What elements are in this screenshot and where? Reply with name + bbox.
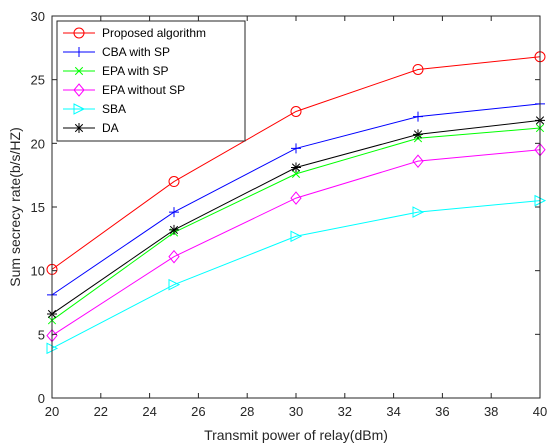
ticks-layer: 20 22 24 26 28 30 32 34 36 38 40 0 5 10 15 20 25 30 (31, 9, 548, 419)
legend-label-0: Proposed algorithm (102, 26, 206, 40)
series-1-point-2 (291, 143, 301, 154)
series-3 (46, 142, 546, 343)
series-1-point-3 (413, 111, 423, 122)
legend-marker-4 (73, 103, 86, 115)
series-4-point-3 (412, 206, 425, 218)
series-0-point-2 (290, 106, 302, 117)
x-tick-label-9: 38 (484, 404, 498, 419)
y-tick-label-5: 25 (31, 73, 45, 88)
x-tick-label-8: 36 (435, 404, 449, 419)
legend-item-0: Proposed algorithm (63, 26, 206, 40)
series-3-point-2 (290, 191, 302, 205)
legend-item-1: CBA with SP (63, 45, 170, 59)
x-tick-label-3: 26 (191, 404, 205, 419)
series-line-3 (51, 149, 541, 337)
x-tick-label-6: 32 (338, 404, 352, 419)
series-4-point-2 (290, 230, 303, 243)
legend: Proposed algorithm CBA with SP EPA with SP… (56, 20, 246, 142)
legend-label-4: SBA (102, 102, 126, 116)
series-line-4 (51, 200, 541, 349)
y-tick-label-6: 30 (31, 9, 45, 24)
series-1-point-1 (169, 207, 179, 218)
y-axis-title: Sum secrecy rate(b/s/HZ) (7, 127, 23, 286)
x-tick-label-5: 30 (289, 404, 303, 419)
series-4-point-1 (168, 278, 181, 291)
y-tick-label-3: 15 (31, 200, 45, 215)
x-tick-label-10: 40 (533, 404, 547, 419)
series-line-0 (51, 56, 541, 270)
legend-item-2: EPA with SP (63, 64, 168, 78)
series-layer (46, 51, 547, 355)
legend-item-5: DA (63, 121, 119, 135)
y-tick-label-0: 0 (38, 391, 45, 406)
legend-label-2: EPA with SP (102, 64, 168, 78)
legend-marker-0 (73, 27, 85, 39)
legend-label-5: DA (102, 121, 119, 135)
legend-item-4: SBA (63, 102, 126, 116)
legend-label-1: CBA with SP (102, 45, 170, 59)
legend-item-3: EPA without SP (63, 83, 185, 97)
legend-box (56, 20, 246, 142)
y-tick-label-1: 5 (38, 327, 45, 342)
y-tick-label-4: 20 (31, 136, 45, 151)
legend-marker-5 (74, 123, 84, 133)
legend-label-3: EPA without SP (102, 83, 185, 97)
x-tick-label-0: 20 (45, 404, 59, 419)
x-tick-label-2: 24 (142, 404, 156, 419)
x-tick-label-1: 22 (94, 404, 108, 419)
series-0-point-1 (168, 176, 180, 188)
series-3-point-1 (168, 249, 180, 264)
legend-marker-2 (74, 66, 84, 76)
series-5-point-1 (169, 224, 179, 235)
series-5-point-3 (413, 129, 423, 140)
y-tick-label-2: 10 (31, 264, 45, 279)
series-2-point-2 (291, 169, 301, 178)
series-3-point-3 (412, 154, 424, 168)
series-5-point-2 (291, 162, 301, 173)
legend-marker-1 (74, 47, 84, 57)
x-axis-title: Transmit power of relay(dBm) (204, 427, 388, 443)
x-tick-label-4: 28 (240, 404, 254, 419)
x-tick-label-7: 34 (386, 404, 400, 419)
legend-marker-3 (73, 83, 85, 97)
series-0-point-3 (412, 63, 424, 75)
